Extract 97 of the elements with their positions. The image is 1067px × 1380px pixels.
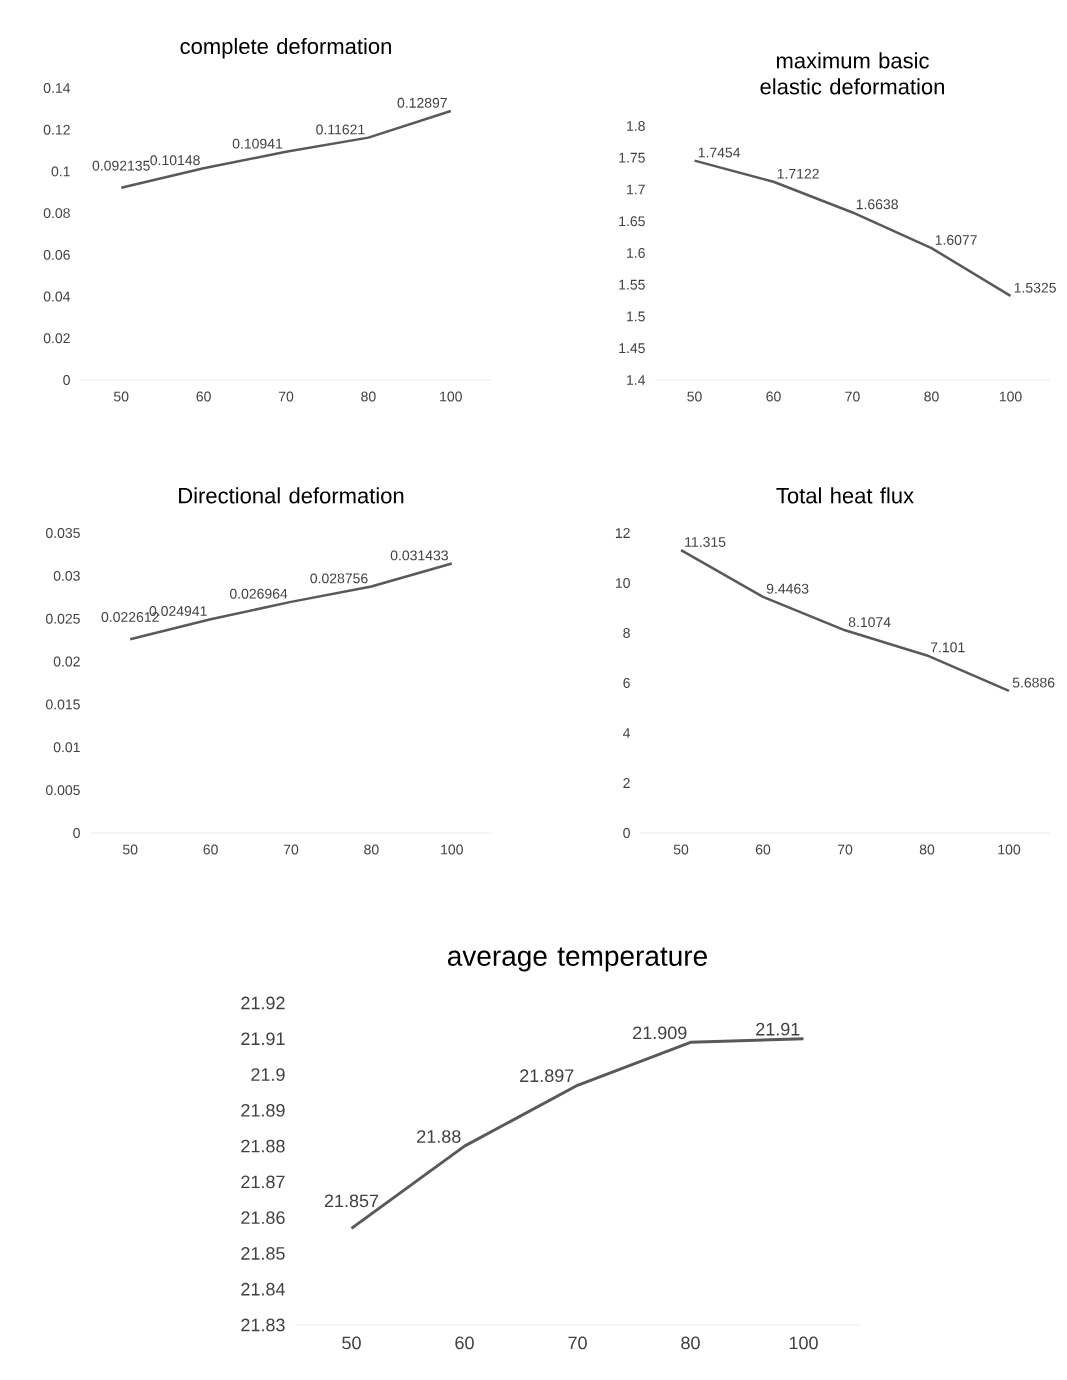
data-label: 1.7454 (698, 147, 741, 158)
y-tick-label: 0.02 (43, 333, 70, 344)
chart-title: maximum basic elastic deformation (760, 52, 944, 95)
y-tick-label: 0.06 (43, 249, 70, 260)
y-tick-label: 21.9 (251, 1068, 285, 1081)
data-label: 0.10148 (150, 155, 200, 166)
y-tick-label: 0.14 (43, 83, 71, 93)
y-tick-label: 1.7 (627, 184, 645, 195)
x-tick-label: 60 (455, 1336, 474, 1350)
line-series (693, 159, 1012, 298)
y-tick-label: 0.1 (51, 166, 70, 177)
y-tick-label: 1.55 (619, 279, 645, 290)
x-tick-label: 70 (845, 391, 860, 402)
data-label: 8.1074 (848, 617, 891, 628)
data-label: 9.4463 (766, 583, 809, 594)
y-tick-label: 0 (73, 828, 80, 838)
x-tick-label: 70 (283, 844, 299, 855)
y-tick-label: 2 (623, 778, 630, 788)
x-tick-label: 80 (919, 844, 935, 855)
y-tick-label: 0.03 (53, 570, 80, 581)
data-label: 21.91 (756, 1022, 800, 1036)
y-tick-label: 0.04 (43, 291, 71, 302)
x-tick-label: 70 (568, 1336, 587, 1350)
y-tick-label: 0.025 (45, 613, 80, 624)
data-label: 0.11621 (316, 124, 365, 135)
data-label: 5.6886 (1012, 677, 1055, 688)
y-tick-label: 1.45 (619, 343, 645, 354)
x-tick-label: 80 (924, 391, 939, 402)
y-tick-label: 1.65 (619, 216, 645, 227)
y-tick-label: 21.89 (241, 1103, 285, 1117)
x-tick-label: 100 (441, 844, 463, 855)
x-tick-label: 80 (361, 391, 376, 402)
x-tick-label: 80 (681, 1336, 700, 1350)
x-tick-label: 100 (998, 844, 1021, 855)
chart-title: average temperature (447, 947, 707, 972)
data-label: 1.5325 (1014, 282, 1056, 293)
data-label: 1.7122 (777, 168, 819, 179)
chart-title: Directional deformation (179, 487, 404, 504)
x-tick-label: 60 (755, 844, 771, 855)
y-tick-label: 0.12 (43, 124, 70, 135)
data-label: 21.909 (633, 1026, 687, 1040)
y-tick-label: 0.005 (45, 785, 80, 796)
y-tick-label: 21.86 (241, 1211, 285, 1225)
data-label: 0.12897 (397, 97, 447, 108)
y-tick-label: 21.84 (241, 1282, 285, 1296)
data-label: 11.315 (685, 536, 726, 547)
data-label: 0.092135 (92, 160, 150, 171)
data-label: 1.6077 (935, 234, 977, 245)
data-label: 0.028756 (310, 573, 368, 584)
line-series (679, 548, 1011, 693)
data-label: 0.026964 (229, 588, 288, 599)
y-tick-label: 10 (615, 578, 630, 588)
y-tick-label: 21.83 (241, 1318, 285, 1332)
data-label: 1.6638 (856, 199, 898, 210)
y-tick-label: 0 (63, 375, 70, 385)
y-tick-label: 21.85 (241, 1247, 285, 1260)
data-label: 7.101 (930, 642, 965, 653)
x-tick-label: 100 (440, 391, 462, 402)
x-tick-label: 100 (999, 391, 1022, 402)
y-tick-label: 1.5 (627, 311, 645, 322)
y-tick-label: 21.91 (241, 1032, 285, 1046)
x-tick-label: 60 (203, 844, 218, 855)
y-tick-label: 1.8 (627, 121, 645, 131)
chart-title: complete deformation (180, 37, 391, 59)
x-tick-label: 60 (766, 391, 781, 402)
y-tick-label: 21.88 (241, 1139, 285, 1153)
x-tick-label: 80 (364, 844, 379, 855)
y-tick-label: 0.08 (43, 208, 70, 219)
y-tick-label: 21.92 (241, 996, 285, 1010)
data-label: 0.031433 (390, 550, 448, 561)
data-label: 21.88 (417, 1130, 461, 1143)
x-tick-label: 50 (673, 844, 689, 855)
x-tick-label: 100 (789, 1336, 818, 1350)
y-tick-label: 0.035 (45, 528, 80, 538)
y-tick-label: 0.02 (53, 656, 80, 667)
x-tick-label: 50 (687, 391, 702, 402)
y-tick-label: 1.75 (619, 152, 645, 163)
x-tick-label: 50 (342, 1336, 361, 1350)
x-tick-label: 70 (278, 391, 294, 402)
x-tick-label: 50 (122, 844, 138, 855)
data-label: 21.897 (520, 1069, 574, 1083)
x-tick-label: 50 (113, 391, 129, 402)
y-tick-label: 8 (623, 628, 630, 638)
y-tick-label: 12 (615, 528, 630, 538)
x-tick-label: 70 (837, 844, 853, 855)
y-tick-label: 21.87 (241, 1175, 285, 1189)
x-tick-label: 60 (196, 391, 211, 402)
data-label: 0.10941 (232, 138, 283, 149)
y-tick-label: 4 (623, 728, 631, 738)
y-tick-label: 0 (623, 828, 630, 838)
y-tick-label: 0.01 (53, 742, 80, 753)
y-tick-label: 6 (623, 678, 630, 688)
data-label: 21.857 (324, 1194, 379, 1208)
y-tick-label: 1.6 (627, 248, 645, 258)
y-tick-label: 1.4 (627, 375, 646, 385)
chart-title: Total heat flux (776, 487, 914, 504)
y-tick-label: 0.015 (45, 699, 80, 710)
